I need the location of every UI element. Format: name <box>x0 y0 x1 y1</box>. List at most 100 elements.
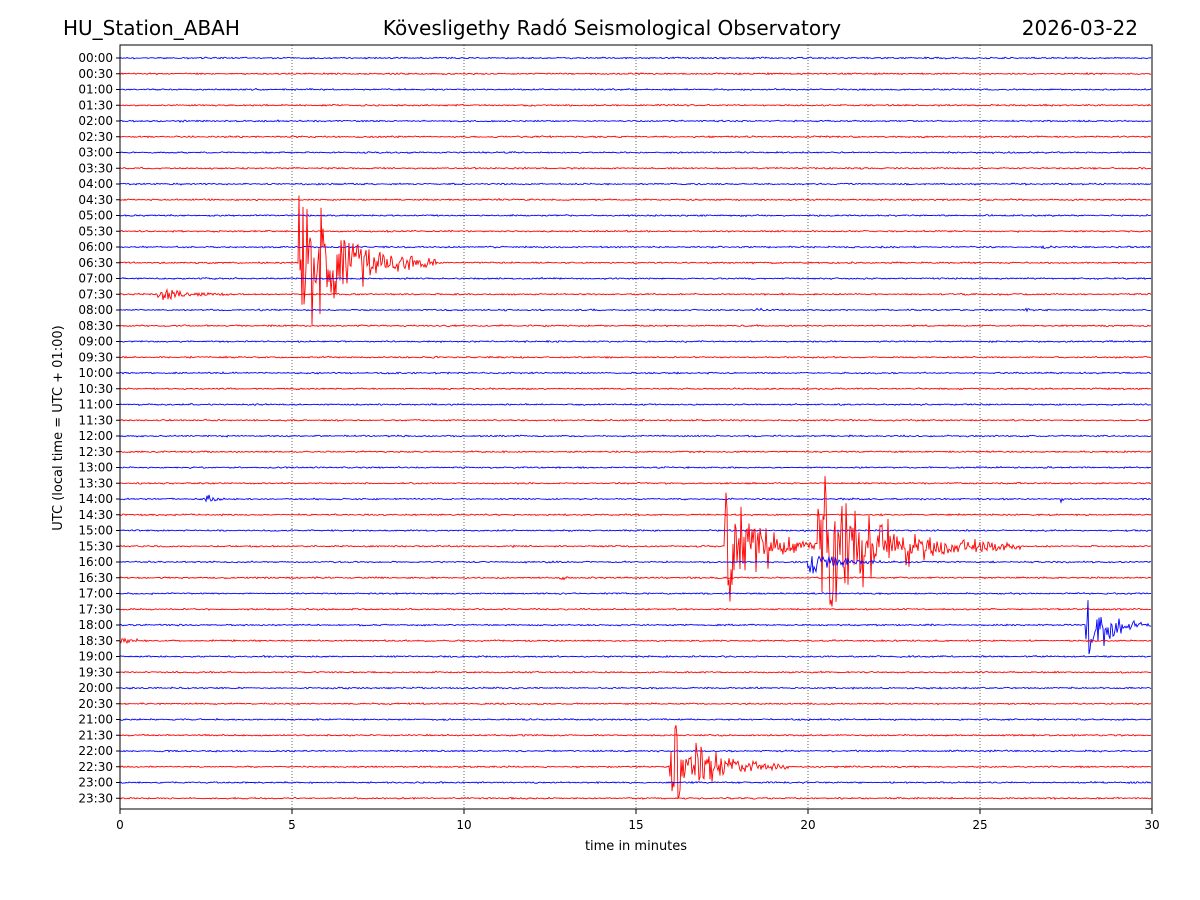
y-tick-label: 18:00 <box>78 618 113 632</box>
y-tick-label: 10:30 <box>78 382 113 396</box>
y-tick-label: 15:30 <box>78 539 113 553</box>
trace-1000 <box>120 371 1152 375</box>
trace-1830 <box>120 637 1152 644</box>
trace-1700 <box>120 591 1152 596</box>
y-tick-label: 07:00 <box>78 272 113 286</box>
y-tick-label: 01:30 <box>78 98 113 112</box>
trace-0230 <box>120 135 1152 139</box>
y-tick-label: 14:00 <box>78 492 113 506</box>
y-tick-label: 08:00 <box>78 303 113 317</box>
trace-0500 <box>120 213 1152 218</box>
y-tick-label: 16:30 <box>78 571 113 585</box>
y-tick-label: 22:00 <box>78 744 113 758</box>
trace-0800 <box>120 307 1152 313</box>
trace-1730 <box>120 607 1152 611</box>
trace-0730 <box>120 288 1152 301</box>
y-tick-label: 02:00 <box>78 114 113 128</box>
trace-1230 <box>120 450 1152 454</box>
trace-1330 <box>120 481 1152 485</box>
trace-1430 <box>120 512 1152 517</box>
x-tick-label: 15 <box>628 818 643 832</box>
y-tick-label: 00:30 <box>78 67 113 81</box>
y-tick-label: 01:00 <box>78 83 113 97</box>
trace-1530 <box>120 476 1152 607</box>
y-tick-label: 13:00 <box>78 461 113 475</box>
trace-0400 <box>120 182 1152 186</box>
y-tick-label: 23:00 <box>78 776 113 790</box>
trace-1200 <box>120 434 1152 438</box>
y-tick-label: 19:00 <box>78 650 113 664</box>
trace-0430 <box>120 198 1152 202</box>
record-date: 2026-03-22 <box>1022 16 1138 40</box>
y-tick-label: 12:30 <box>78 445 113 459</box>
grid-lines <box>291 45 981 809</box>
trace-2230 <box>120 725 1152 799</box>
trace-0530 <box>120 229 1152 233</box>
x-axis-label: time in minutes <box>585 839 687 854</box>
trace-0900 <box>120 339 1152 344</box>
y-tick-label: 11:00 <box>78 398 113 412</box>
trace-1100 <box>120 402 1152 407</box>
trace-2330 <box>120 796 1152 800</box>
trace-group <box>120 56 1152 800</box>
x-tick-label: 10 <box>456 818 471 832</box>
station-name: HU_Station_ABAH <box>63 16 240 40</box>
trace-2130 <box>120 733 1152 738</box>
trace-2300 <box>120 780 1152 785</box>
y-tick-label: 03:30 <box>78 161 113 175</box>
trace-0830 <box>120 324 1152 328</box>
y-tick-label: 00:00 <box>78 51 113 65</box>
trace-1500 <box>120 528 1152 533</box>
y-axis-label: UTC (local time = UTC + 01:00) <box>51 325 66 530</box>
x-tick-label: 5 <box>288 818 296 832</box>
y-tick-label: 03:00 <box>78 146 113 160</box>
y-tick-label: 04:00 <box>78 177 113 191</box>
y-tick-label: 09:30 <box>78 350 113 364</box>
y-tick-label: 05:30 <box>78 224 113 238</box>
trace-1400 <box>120 494 1152 504</box>
y-tick-label: 10:00 <box>78 366 113 380</box>
x-tick-label: 30 <box>1144 818 1159 832</box>
trace-1930 <box>120 670 1152 674</box>
trace-1030 <box>120 387 1152 391</box>
y-tick-label: 20:30 <box>78 697 113 711</box>
trace-0030 <box>120 71 1152 76</box>
y-tick-label: 18:30 <box>78 634 113 648</box>
observatory-title: Kövesligethy Radó Seismological Observat… <box>383 16 841 40</box>
y-tick-label: 23:30 <box>78 791 113 805</box>
y-tick-label: 04:30 <box>78 193 113 207</box>
x-axis: 0 5 10 15 20 25 30 <box>116 809 1160 832</box>
trace-1800 <box>120 600 1152 655</box>
y-tick-label: 14:30 <box>78 508 113 522</box>
y-tick-label: 05:00 <box>78 209 113 223</box>
y-tick-label: 20:00 <box>78 681 113 695</box>
trace-0300 <box>120 150 1152 155</box>
y-tick-label: 15:00 <box>78 524 113 538</box>
trace-1630 <box>120 576 1152 581</box>
y-tick-label: 22:30 <box>78 760 113 774</box>
y-tick-label: 21:30 <box>78 728 113 742</box>
trace-0200 <box>120 119 1152 123</box>
y-tick-label: 19:30 <box>78 665 113 679</box>
trace-2200 <box>120 749 1152 753</box>
y-tick-label: 21:00 <box>78 713 113 727</box>
trace-0930 <box>120 355 1152 359</box>
trace-0330 <box>120 166 1152 171</box>
trace-1600 <box>120 555 1152 574</box>
trace-2000 <box>120 686 1152 690</box>
y-tick-label: 16:00 <box>78 555 113 569</box>
trace-0630 <box>120 195 1152 325</box>
y-tick-label: 11:30 <box>78 413 113 427</box>
y-tick-label: 06:30 <box>78 256 113 270</box>
trace-0700 <box>120 276 1152 281</box>
trace-1130 <box>120 418 1152 422</box>
x-tick-label: 20 <box>800 818 815 832</box>
y-tick-label: 12:00 <box>78 429 113 443</box>
trace-2030 <box>120 702 1152 706</box>
y-tick-label: 06:00 <box>78 240 113 254</box>
y-tick-label: 09:00 <box>78 335 113 349</box>
y-tick-label: 07:30 <box>78 287 113 301</box>
trace-2100 <box>120 717 1152 722</box>
